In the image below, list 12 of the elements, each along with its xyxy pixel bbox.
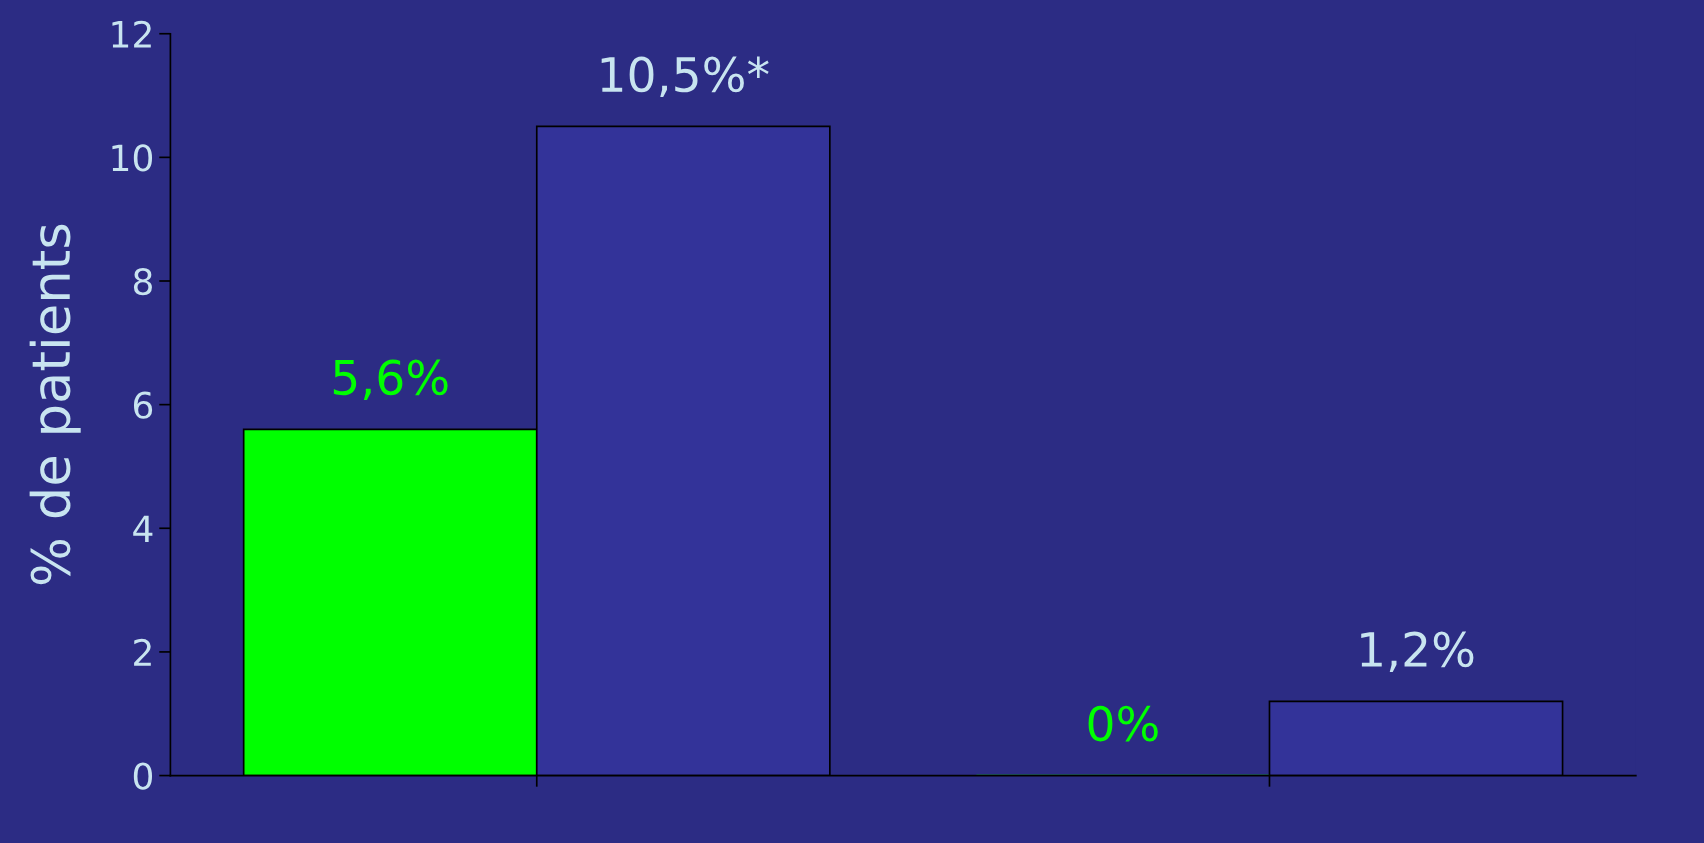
data-label: 1,2% (1361, 631, 1474, 673)
y-tick-label: 8 (133, 267, 152, 296)
data-label: 5,6% (333, 359, 448, 401)
y-tick-label: 10 (112, 144, 153, 172)
y-axis-title: % de patients (29, 224, 81, 585)
y-tick-label: 6 (133, 391, 153, 419)
y-tick-label: 0 (133, 762, 153, 790)
data-label: 0% (1088, 705, 1158, 742)
data-label: 10,5%* (601, 56, 769, 98)
y-tick-label: 4 (133, 515, 153, 542)
y-tick-label: 12 (112, 20, 151, 48)
y-tick-label: 2 (134, 638, 151, 666)
